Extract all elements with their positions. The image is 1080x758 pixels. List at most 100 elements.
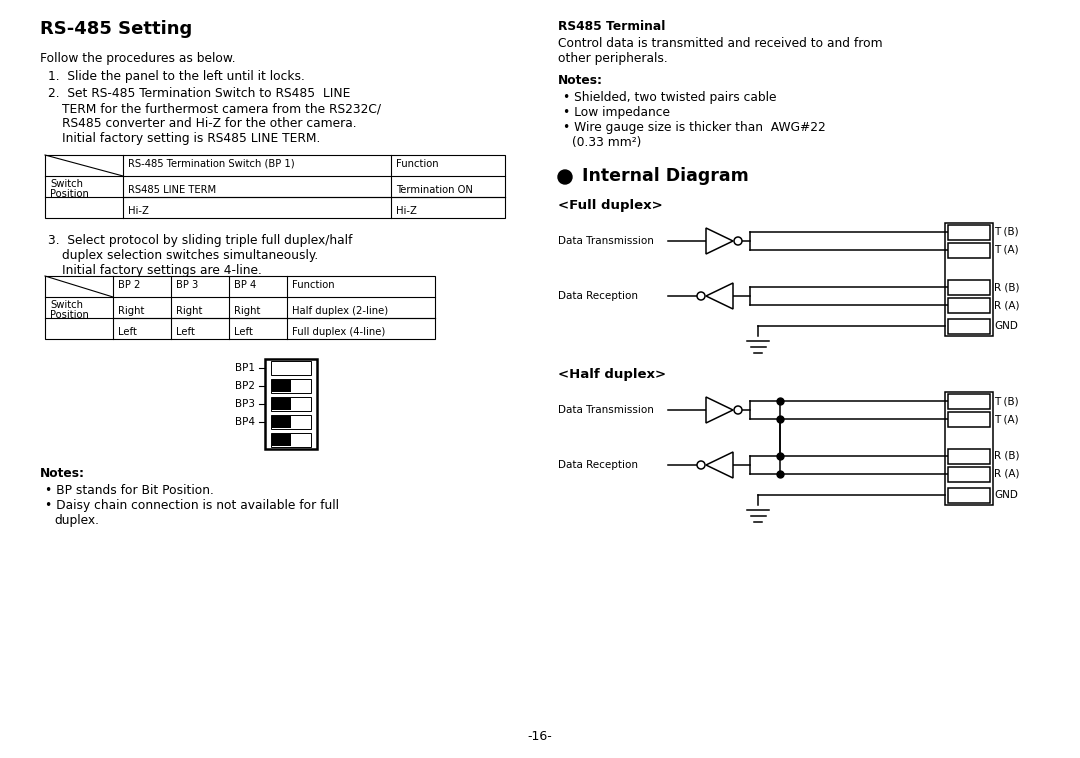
Text: Data Reception: Data Reception <box>558 460 638 470</box>
Text: Right: Right <box>118 306 145 316</box>
Text: Notes:: Notes: <box>558 74 603 87</box>
Bar <box>948 243 990 258</box>
Text: BP1: BP1 <box>235 363 255 373</box>
Bar <box>271 415 311 429</box>
Text: • Daisy chain connection is not available for full: • Daisy chain connection is not availabl… <box>45 499 339 512</box>
Bar <box>45 155 505 218</box>
Text: Hi-Z: Hi-Z <box>396 206 417 216</box>
Text: GND: GND <box>994 490 1017 500</box>
Text: • Wire gauge size is thicker than  AWG#22: • Wire gauge size is thicker than AWG#22 <box>563 121 826 134</box>
Text: Switch: Switch <box>50 179 83 189</box>
Text: R (B): R (B) <box>994 451 1020 461</box>
Bar <box>948 280 990 295</box>
Text: RS485 Terminal: RS485 Terminal <box>558 20 665 33</box>
Circle shape <box>734 237 742 245</box>
Text: R (B): R (B) <box>994 282 1020 292</box>
Text: Data Reception: Data Reception <box>558 291 638 301</box>
Text: Switch: Switch <box>50 300 83 310</box>
Text: <Half duplex>: <Half duplex> <box>558 368 666 381</box>
Text: Function: Function <box>292 280 335 290</box>
Polygon shape <box>706 452 733 478</box>
Text: T (A): T (A) <box>994 245 1018 255</box>
Bar <box>291 362 310 374</box>
Text: • BP stands for Bit Position.: • BP stands for Bit Position. <box>45 484 214 497</box>
Text: BP 3: BP 3 <box>176 280 199 290</box>
Text: Termination ON: Termination ON <box>396 185 473 195</box>
Bar <box>272 380 291 392</box>
Bar <box>948 412 990 427</box>
Text: Left: Left <box>234 327 253 337</box>
Text: Data Transmission: Data Transmission <box>558 405 653 415</box>
Text: 1.  Slide the panel to the left until it locks.: 1. Slide the panel to the left until it … <box>48 70 305 83</box>
Text: Left: Left <box>118 327 137 337</box>
Circle shape <box>734 406 742 414</box>
Text: Initial factory settings are 4-line.: Initial factory settings are 4-line. <box>62 264 261 277</box>
Circle shape <box>697 461 705 469</box>
Text: RS485 converter and Hi-Z for the other camera.: RS485 converter and Hi-Z for the other c… <box>62 117 356 130</box>
Bar <box>272 434 291 446</box>
Text: Control data is transmitted and received to and from: Control data is transmitted and received… <box>558 37 882 50</box>
Text: R (A): R (A) <box>994 300 1020 310</box>
Text: duplex.: duplex. <box>54 514 99 527</box>
Text: T (A): T (A) <box>994 414 1018 424</box>
Text: Internal Diagram: Internal Diagram <box>576 167 748 185</box>
Text: GND: GND <box>994 321 1017 331</box>
Polygon shape <box>706 228 733 254</box>
Text: RS485 LINE TERM: RS485 LINE TERM <box>129 185 216 195</box>
Bar <box>948 466 990 481</box>
Bar <box>948 393 990 409</box>
Bar <box>45 276 435 339</box>
Circle shape <box>558 170 572 184</box>
Bar <box>271 379 311 393</box>
Bar <box>272 416 291 428</box>
Bar <box>271 361 311 375</box>
Text: Function: Function <box>396 159 438 169</box>
Text: 2.  Set RS-485 Termination Switch to RS485  LINE: 2. Set RS-485 Termination Switch to RS48… <box>48 87 350 100</box>
Polygon shape <box>706 397 733 423</box>
Bar <box>945 391 993 505</box>
Text: Left: Left <box>176 327 194 337</box>
Bar <box>272 398 291 410</box>
Text: • Low impedance: • Low impedance <box>563 106 670 119</box>
Text: Full duplex (4-line): Full duplex (4-line) <box>292 327 386 337</box>
Text: Right: Right <box>234 306 260 316</box>
Text: other peripherals.: other peripherals. <box>558 52 667 65</box>
Text: • Shielded, two twisted pairs cable: • Shielded, two twisted pairs cable <box>563 91 777 104</box>
Text: BP2: BP2 <box>235 381 255 391</box>
Bar <box>948 487 990 503</box>
Text: Notes:: Notes: <box>40 467 85 480</box>
Text: Position: Position <box>50 189 89 199</box>
Text: BP 2: BP 2 <box>118 280 140 290</box>
Circle shape <box>697 292 705 300</box>
Text: duplex selection switches simultaneously.: duplex selection switches simultaneously… <box>62 249 319 262</box>
Bar <box>265 359 318 449</box>
Bar <box>271 433 311 447</box>
Text: RS-485 Termination Switch (BP 1): RS-485 Termination Switch (BP 1) <box>129 159 295 169</box>
Bar <box>948 224 990 240</box>
Polygon shape <box>706 283 733 309</box>
Text: TERM for the furthermost camera from the RS232C/: TERM for the furthermost camera from the… <box>62 102 381 115</box>
Bar <box>948 297 990 312</box>
Text: R (A): R (A) <box>994 469 1020 479</box>
Bar <box>271 397 311 411</box>
Text: <Full duplex>: <Full duplex> <box>558 199 663 212</box>
Bar <box>948 449 990 463</box>
Bar <box>945 223 993 336</box>
Text: Half duplex (2-line): Half duplex (2-line) <box>292 306 388 316</box>
Text: T (B): T (B) <box>994 396 1018 406</box>
Text: 3.  Select protocol by sliding triple full duplex/half: 3. Select protocol by sliding triple ful… <box>48 234 352 247</box>
Text: Hi-Z: Hi-Z <box>129 206 149 216</box>
Text: T (B): T (B) <box>994 227 1018 237</box>
Text: Position: Position <box>50 310 89 320</box>
Text: Right: Right <box>176 306 202 316</box>
Text: BP4: BP4 <box>235 417 255 427</box>
Text: Data Transmission: Data Transmission <box>558 236 653 246</box>
Text: (0.33 mm²): (0.33 mm²) <box>572 136 642 149</box>
Text: Follow the procedures as below.: Follow the procedures as below. <box>40 52 235 65</box>
Text: Initial factory setting is RS485 LINE TERM.: Initial factory setting is RS485 LINE TE… <box>62 132 321 145</box>
Text: -16-: -16- <box>528 730 552 743</box>
Text: RS-485 Setting: RS-485 Setting <box>40 20 192 38</box>
Bar <box>948 318 990 334</box>
Text: BP 4: BP 4 <box>234 280 256 290</box>
Text: BP3: BP3 <box>235 399 255 409</box>
